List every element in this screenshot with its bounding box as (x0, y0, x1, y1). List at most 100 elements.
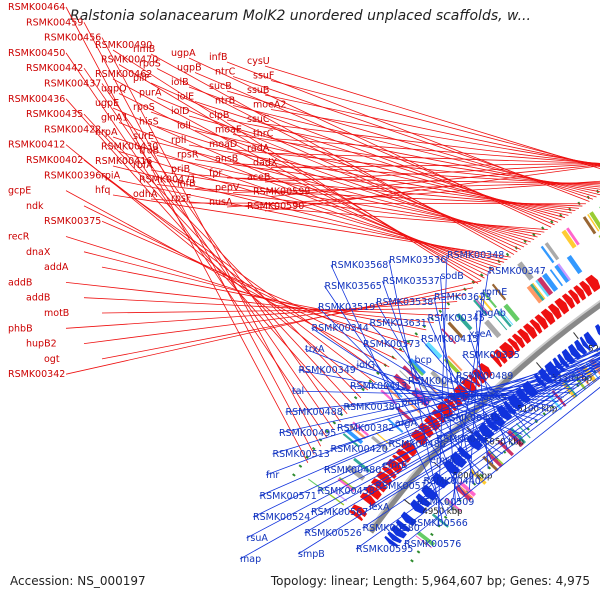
gene-label-reverse: RSMK00347 (489, 266, 546, 277)
gene-label-forward: rpoS (133, 102, 155, 113)
reverse-feature-band (571, 372, 587, 391)
gene-label-forward: truB (139, 146, 159, 157)
gene-label-forward: ssuC (247, 114, 270, 125)
gene-label-forward: iolE (177, 92, 194, 103)
reverse-gene-arrow (477, 422, 495, 439)
forward-gene-arrow (534, 314, 549, 330)
forward-feature-band (493, 314, 508, 331)
gene-label-forward: RSMK00464 (8, 2, 65, 13)
leader-line (449, 392, 570, 398)
leader-line (270, 163, 600, 168)
gene-label-forward: RSMK00590 (247, 201, 304, 212)
reverse-feature-band (469, 468, 487, 485)
reverse-gene-arrow (395, 519, 411, 533)
gene-label-forward: ssuB (247, 85, 269, 96)
tick-label: 5100 kbp (517, 405, 557, 415)
gene-label-forward: priB (171, 164, 190, 175)
reverse-feature-band (443, 498, 462, 514)
gene-label-forward: ndk (26, 201, 44, 212)
leader-line (265, 349, 600, 476)
forward-feature-outer-band (589, 211, 600, 231)
forward-feature-band (503, 303, 520, 322)
gene-label-reverse: pmrlb (402, 397, 430, 408)
forward-feature-band (532, 282, 546, 300)
gene-label-reverse: RSMK00382 (337, 423, 394, 434)
gene-label-reverse: rpmE (482, 287, 507, 298)
gene-label-reverse: RSMK00431 (437, 434, 494, 445)
forward-feature-band (499, 309, 514, 326)
forward-gene-arrow (471, 368, 487, 384)
gene-label-reverse: RSMK00495 (279, 428, 336, 439)
forward-feature-outer-band (587, 214, 600, 232)
gene-label-reverse: RSMK00458 (318, 486, 375, 497)
leader-line (270, 138, 600, 164)
leader-line (232, 181, 600, 193)
leader-line (101, 37, 322, 447)
gene-label-forward: moaD (209, 139, 237, 150)
gene-label-reverse: RSMK03538 (376, 297, 433, 308)
gene-label-reverse: RSMK03623 (434, 292, 491, 303)
reverse-feature-band (486, 451, 503, 468)
leader-line (101, 266, 427, 331)
forward-gene-arrow (517, 328, 532, 344)
tick-mark (536, 362, 542, 369)
leader-line (239, 356, 600, 560)
leader-line (297, 365, 600, 555)
leader-line (226, 180, 600, 208)
leader-line (270, 164, 600, 197)
gene-label-forward: RSMK00437 (44, 79, 101, 90)
leader-line (65, 6, 309, 464)
gene-label-forward: RSMK00430 (101, 142, 158, 153)
leader-line (317, 352, 600, 492)
gene-label-forward: sucB (209, 81, 232, 92)
reverse-feature-band (482, 455, 499, 472)
gene-label-forward: ugpB (177, 63, 202, 74)
gene-label-forward: RSMK00416 (95, 156, 152, 167)
reverse-feature-band (497, 439, 514, 457)
leader-line (369, 322, 499, 460)
leader-line (83, 113, 355, 407)
forward-feature-band (447, 355, 463, 372)
gene-label-forward: rpsF (171, 193, 191, 204)
gene-label-forward: infB (177, 179, 196, 190)
forward-feature-outer-band (424, 341, 443, 360)
gene-label-reverse: RSMK03568 (331, 260, 388, 271)
gene-label-forward: infB (209, 52, 228, 63)
map-title: Ralstonia solanacearum MolK2 unordered u… (70, 8, 531, 24)
gene-label-forward: RSMK00442 (26, 63, 83, 74)
gene-label-reverse: RSMK00595 (356, 544, 413, 555)
gene-label-forward: RSMK00450 (8, 48, 65, 59)
accession-label: Accession: NS_000197 (10, 574, 146, 588)
gene-label-forward: nusA (209, 197, 233, 208)
forward-feature-band (557, 263, 571, 281)
gene-label-reverse: fnr (266, 470, 279, 481)
gene-label-reverse: smpB (298, 549, 325, 560)
forward-feature-outer-band (478, 295, 493, 312)
gene-label-forward: RSMK00375 (44, 216, 101, 227)
forward-feature-band (526, 285, 543, 304)
leader-line (118, 64, 482, 282)
forward-gene-arrow (567, 289, 581, 305)
forward-feature-band (353, 457, 371, 473)
forward-feature-outer-band (544, 242, 560, 261)
reverse-gene-arrow (387, 531, 403, 544)
forward-feature-band (566, 255, 583, 275)
forward-feature-outer-band (409, 358, 426, 375)
tick-label: 5150 kbp (552, 374, 592, 384)
reverse-gene-arrow (595, 324, 600, 336)
gene-label-reverse: RSMK00486 (389, 439, 446, 450)
leader-line (442, 374, 591, 419)
gene-label-reverse: RSMK00488 (286, 407, 343, 418)
leader-line (336, 366, 600, 429)
leader-line (278, 363, 600, 434)
leader-line (270, 80, 600, 168)
gene-label-reverse: RSMK00576 (404, 539, 461, 550)
gene-label-forward: pepV (215, 183, 240, 194)
leader-line (407, 380, 554, 407)
forward-gene-arrow (523, 323, 538, 340)
leader-line (416, 369, 600, 503)
leader-line (112, 49, 479, 284)
backbone-shadow (367, 299, 600, 532)
gene-label-reverse: RSMK00349 (299, 365, 356, 376)
